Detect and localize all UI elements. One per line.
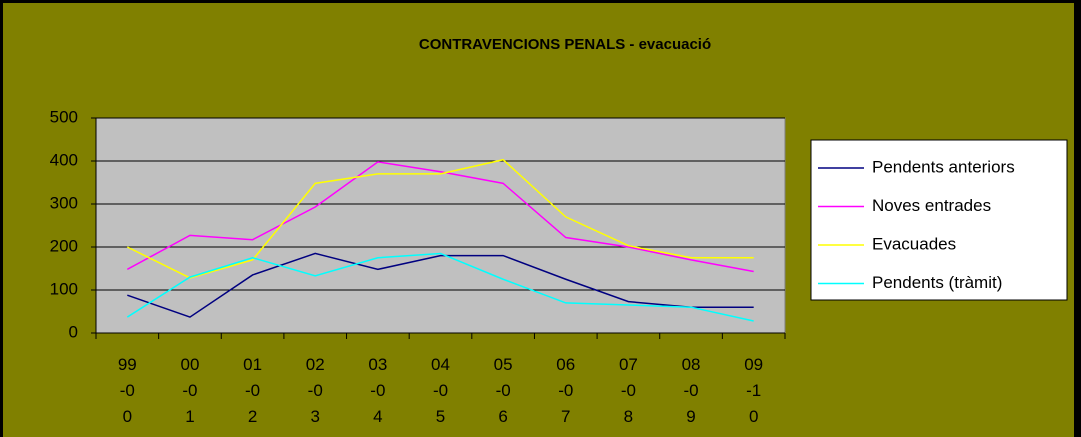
legend [810,139,1068,301]
legend-label: Evacuades [872,234,956,253]
series-line [126,161,754,273]
y-tick-label: 500 [50,107,78,126]
chart-title: CONTRAVENCIONS PENALS - evacuació [419,36,711,53]
x-tick-label: 09-10 [744,355,764,426]
series-line [126,158,754,279]
y-tick-label: 400 [50,150,78,169]
series-line [127,252,754,318]
x-tick-label: 08-09 [681,355,701,426]
x-tick-label: 01-02 [243,355,263,426]
x-tick-label: 04-05 [431,355,450,426]
legend-label: Pendents anteriors [872,157,1015,176]
x-tick-label: 07-08 [618,355,638,426]
y-tick-label: 0 [69,322,78,341]
plot-area [95,117,786,334]
x-tick-label: 99-00 [117,355,137,426]
legend-label: Pendents (tràmit) [872,273,1002,292]
series-line [126,252,754,322]
y-tick-label: 300 [50,193,78,212]
y-tick-label: 100 [50,279,78,298]
x-tick-label: 05-06 [493,355,513,426]
x-tick-label: 06-07 [556,355,576,426]
x-tick-label: 02-03 [305,355,325,426]
y-tick-label: 200 [50,236,78,255]
x-tick-label: 03-04 [368,355,388,426]
x-tick-label: 00-01 [180,355,200,426]
legend-label: Noves entrades [872,196,991,215]
